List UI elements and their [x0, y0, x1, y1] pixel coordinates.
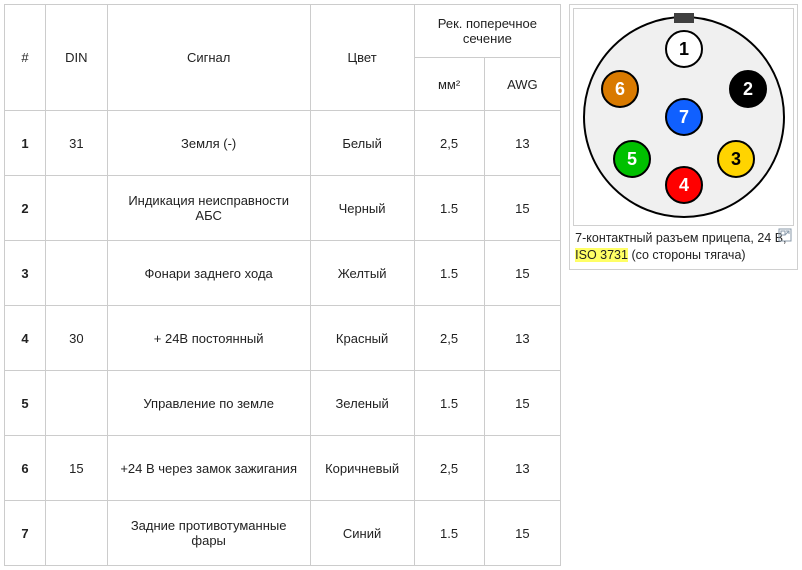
cell-din: [46, 241, 108, 306]
connector-diagram-box: 1 2 3 4 5 6 7: [573, 8, 794, 226]
col-din: DIN: [46, 5, 108, 111]
cell-mm2: 2,5: [414, 111, 484, 176]
table-row: 430+ 24В постоянныйКрасный2,513: [5, 306, 561, 371]
col-awg: AWG: [484, 58, 561, 111]
svg-text:1: 1: [679, 39, 689, 59]
cell-awg: 13: [484, 306, 561, 371]
cell-din: 30: [46, 306, 108, 371]
svg-text:6: 6: [615, 79, 625, 99]
cell-din: 31: [46, 111, 108, 176]
cell-num: 1: [5, 111, 46, 176]
cell-din: 15: [46, 436, 108, 501]
cell-num: 6: [5, 436, 46, 501]
cell-awg: 15: [484, 371, 561, 436]
table-row: 131Земля (-)Белый2,513: [5, 111, 561, 176]
svg-text:5: 5: [627, 149, 637, 169]
cell-color: Черный: [310, 176, 414, 241]
cell-color: Синий: [310, 501, 414, 566]
cell-mm2: 1.5: [414, 501, 484, 566]
cell-color: Коричневый: [310, 436, 414, 501]
cell-num: 2: [5, 176, 46, 241]
col-mm2: мм²: [414, 58, 484, 111]
cell-signal: Индикация неисправности АБС: [107, 176, 310, 241]
table-row: 3 Фонари заднего ходаЖелтый1.515: [5, 241, 561, 306]
svg-text:3: 3: [731, 149, 741, 169]
table-row: 7 Задние противотуманные фарыСиний1.515: [5, 501, 561, 566]
cell-num: 5: [5, 371, 46, 436]
cell-awg: 15: [484, 176, 561, 241]
figure-caption: 7-контактный разъем прицепа, 24 В, ISO 3…: [573, 226, 794, 266]
connector-diagram: 1 2 3 4 5 6 7: [578, 11, 790, 223]
pinout-table: # DIN Сигнал Цвет Рек. поперечное сечени…: [4, 4, 561, 566]
table-row: 615+24 В через замок зажиганияКоричневый…: [5, 436, 561, 501]
cell-color: Красный: [310, 306, 414, 371]
cell-signal: + 24В постоянный: [107, 306, 310, 371]
enlarge-icon[interactable]: [778, 228, 792, 242]
cell-color: Желтый: [310, 241, 414, 306]
table-row: 5 Управление по землеЗеленый1.515: [5, 371, 561, 436]
cell-num: 3: [5, 241, 46, 306]
cell-mm2: 2,5: [414, 306, 484, 371]
cell-color: Белый: [310, 111, 414, 176]
svg-text:4: 4: [679, 175, 689, 195]
cell-awg: 13: [484, 111, 561, 176]
svg-text:7: 7: [679, 107, 689, 127]
svg-text:2: 2: [743, 79, 753, 99]
cell-color: Зеленый: [310, 371, 414, 436]
table-row: 2 Индикация неисправности АБСЧерный1.515: [5, 176, 561, 241]
cell-awg: 15: [484, 241, 561, 306]
cell-din: [46, 371, 108, 436]
col-cross-section-group: Рек. поперечное сечение: [414, 5, 561, 58]
cell-signal: Земля (-): [107, 111, 310, 176]
col-num: #: [5, 5, 46, 111]
cell-din: [46, 176, 108, 241]
cell-num: 7: [5, 501, 46, 566]
cell-mm2: 1.5: [414, 371, 484, 436]
cell-awg: 15: [484, 501, 561, 566]
pinout-table-body: 131Земля (-)Белый2,5132Индикация неиспра…: [5, 111, 561, 566]
cell-signal: Управление по земле: [107, 371, 310, 436]
cell-signal: Задние противотуманные фары: [107, 501, 310, 566]
cell-mm2: 1.5: [414, 176, 484, 241]
caption-text-prefix: 7-контактный разъем прицепа, 24 В,: [575, 231, 786, 245]
cell-awg: 13: [484, 436, 561, 501]
caption-text-suffix: (со стороны тягача): [628, 248, 746, 262]
cell-signal: +24 В через замок зажигания: [107, 436, 310, 501]
cell-num: 4: [5, 306, 46, 371]
col-signal: Сигнал: [107, 5, 310, 111]
connector-figure: 1 2 3 4 5 6 7 7-контактный разъем прицепа, 24 …: [569, 4, 798, 270]
col-color: Цвет: [310, 5, 414, 111]
cell-signal: Фонари заднего хода: [107, 241, 310, 306]
cell-mm2: 1.5: [414, 241, 484, 306]
caption-text-highlight: ISO 3731: [575, 248, 628, 262]
cell-din: [46, 501, 108, 566]
cell-mm2: 2,5: [414, 436, 484, 501]
